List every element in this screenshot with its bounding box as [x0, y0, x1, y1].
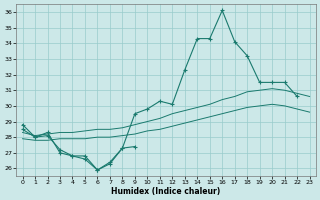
X-axis label: Humidex (Indice chaleur): Humidex (Indice chaleur) [111, 187, 221, 196]
